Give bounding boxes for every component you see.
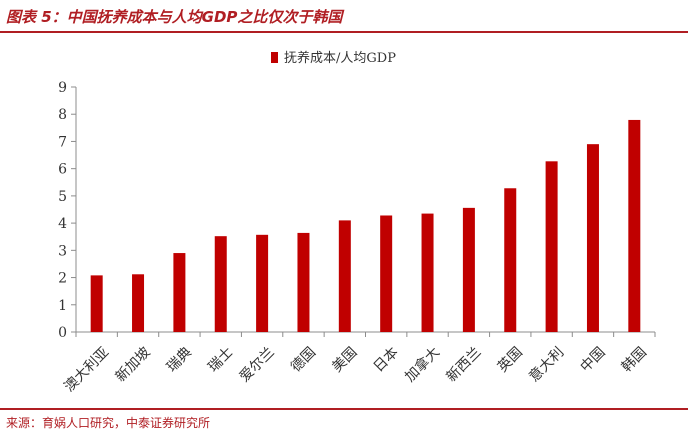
x-category-label: 新西兰: [443, 344, 484, 385]
y-tick-label: 4: [58, 216, 67, 232]
y-tick-label: 9: [58, 80, 67, 96]
x-category-label: 加拿大: [401, 344, 443, 386]
bar: [173, 253, 186, 332]
x-category-label: 韩国: [619, 344, 650, 375]
source-rule: [0, 408, 688, 410]
y-tick-label: 8: [58, 107, 67, 123]
bar: [504, 188, 517, 332]
figure-header: 图表 5：中国抚养成本与人均GDP之比仅次于韩国: [0, 0, 688, 34]
y-tick-label: 6: [58, 162, 67, 178]
title-rule: [0, 31, 688, 33]
y-tick-label: 2: [58, 271, 67, 287]
y-tick-label: 7: [58, 134, 67, 150]
figure-title: 图表 5：中国抚养成本与人均GDP之比仅次于韩国: [6, 8, 343, 26]
x-category-label: 瑞士: [205, 344, 236, 375]
figure-source: 来源：育娲人口研究，中泰证券研究所: [6, 416, 211, 430]
x-category-label: 爱尔兰: [237, 344, 278, 385]
bar: [462, 207, 475, 332]
bars: [90, 119, 641, 332]
bar: [628, 119, 641, 332]
x-category-label: 新加坡: [113, 344, 154, 385]
bar: [545, 161, 558, 332]
x-category-label: 意大利: [526, 344, 568, 386]
bar: [214, 236, 227, 332]
x-category-label: 瑞典: [164, 344, 195, 375]
y-tick-label: 3: [58, 243, 67, 259]
chart-legend: 抚养成本/人均GDP: [271, 50, 396, 66]
x-category-label: 中国: [577, 344, 608, 375]
x-category-label: 日本: [371, 344, 402, 375]
y-tick-label: 5: [58, 189, 67, 205]
bar: [586, 144, 599, 332]
bar: [421, 213, 434, 332]
bar: [90, 275, 103, 332]
bar: [338, 220, 351, 332]
bar: [380, 215, 393, 332]
bar-chart: 抚养成本/人均GDP 0 1 2 3 4 5 6 7 8 9 澳大利亚 新加坡 瑞典 瑞士 爱尔兰 德国 美国…: [58, 50, 656, 395]
bar: [132, 274, 145, 332]
legend-label: 抚养成本/人均GDP: [284, 50, 396, 66]
bar: [297, 232, 310, 332]
x-category-label: 美国: [329, 344, 360, 375]
x-category-label: 澳大利亚: [61, 344, 112, 395]
y-axis: 0 1 2 3 4 5 6 7 8 9: [58, 80, 77, 341]
x-axis: 澳大利亚 新加坡 瑞典 瑞士 爱尔兰 德国 美国 日本 加拿大 新西兰 英国 意大利 中国 韩国: [61, 331, 656, 395]
legend-swatch: [271, 52, 278, 63]
x-category-label: 德国: [288, 344, 319, 375]
y-tick-label: 0: [58, 325, 67, 341]
y-tick-label: 1: [58, 298, 67, 314]
x-category-label: 英国: [494, 344, 526, 376]
bar: [256, 234, 269, 332]
